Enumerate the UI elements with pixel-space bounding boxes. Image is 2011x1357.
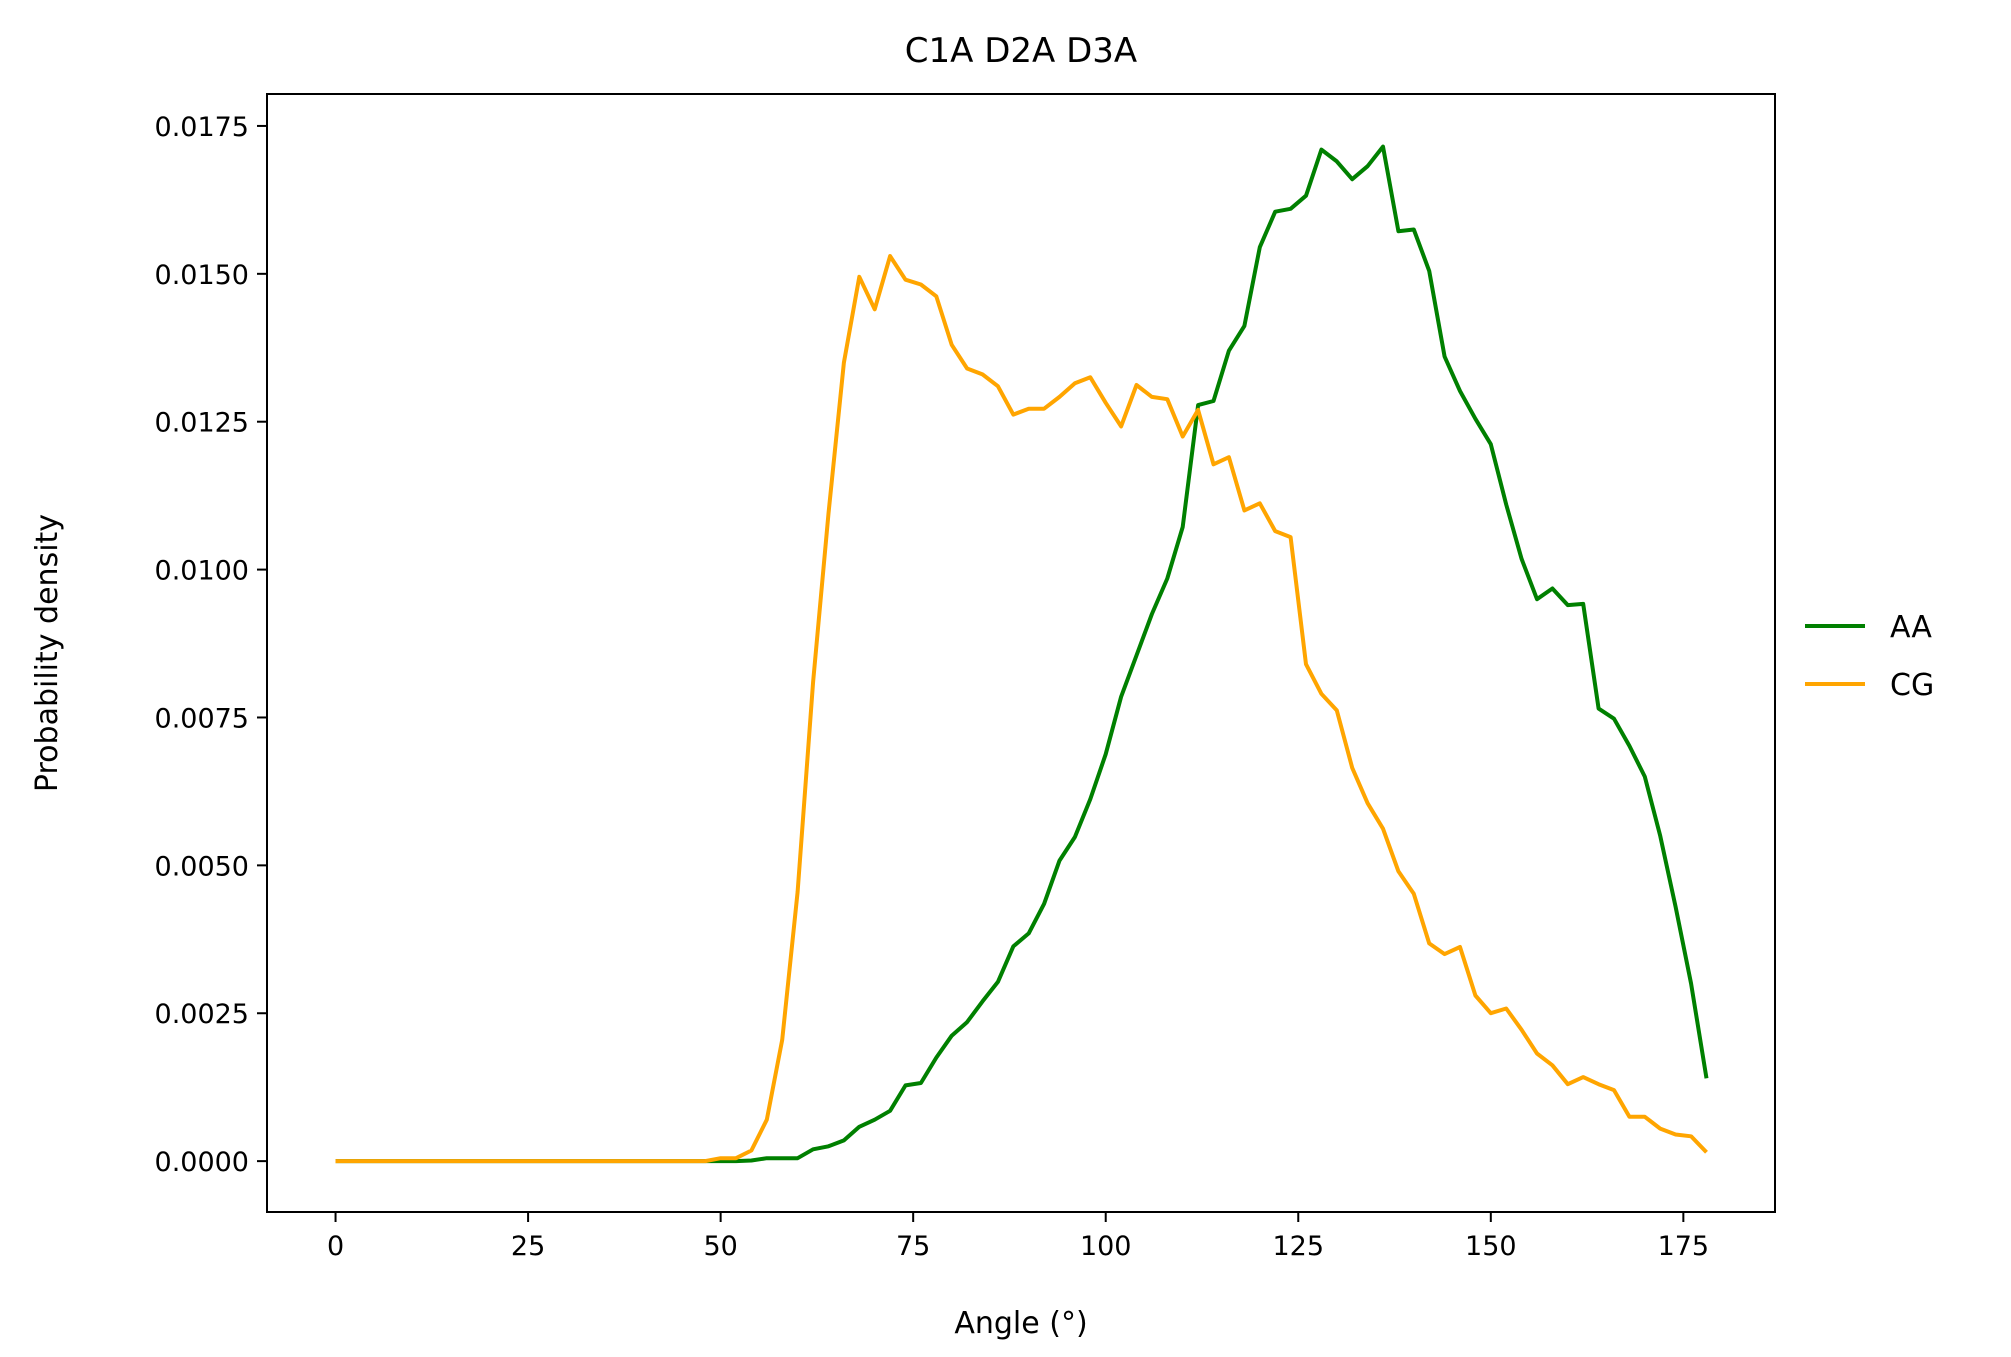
y-tick-label: 0.0175: [155, 112, 249, 143]
series-layer: [335, 144, 1709, 1164]
x-axis: 0 25 50 75 100 125 150 175: [327, 1212, 1709, 1262]
y-axis-label: Probability density: [30, 514, 65, 792]
x-tick-label: 100: [1080, 1231, 1132, 1262]
x-tick-label: 150: [1465, 1231, 1517, 1262]
y-tick-label: 0.0025: [155, 999, 249, 1030]
y-tick-label: 0.0075: [155, 703, 249, 734]
legend-label-aa: AA: [1890, 610, 1932, 645]
x-tick-label: 50: [703, 1231, 737, 1262]
legend-label-cg: CG: [1890, 668, 1934, 703]
y-tick-label: 0.0050: [155, 851, 249, 882]
x-tick-label: 25: [511, 1231, 545, 1262]
y-tick-label: 0.0125: [155, 408, 249, 439]
y-tick-label: 0.0000: [155, 1147, 249, 1178]
y-tick-label: 0.0150: [155, 260, 249, 291]
series-line-cg: [335, 254, 1708, 1164]
plot-frame: [266, 93, 1776, 1213]
x-tick-label: 75: [896, 1231, 930, 1262]
x-axis-label: Angle (°): [954, 1306, 1087, 1341]
y-tick-label: 0.0100: [155, 556, 249, 587]
chart-title: C1A D2A D3A: [905, 31, 1137, 71]
plot-area: [267, 94, 1775, 1212]
x-tick-label: 0: [327, 1231, 344, 1262]
y-axis: 0.0000 0.0025 0.0050 0.0075 0.0100 0.0125 0.01…: [155, 112, 267, 1178]
x-tick-label: 125: [1272, 1231, 1324, 1262]
legend: AA CG: [1805, 610, 1934, 703]
x-tick-label: 175: [1658, 1231, 1710, 1262]
